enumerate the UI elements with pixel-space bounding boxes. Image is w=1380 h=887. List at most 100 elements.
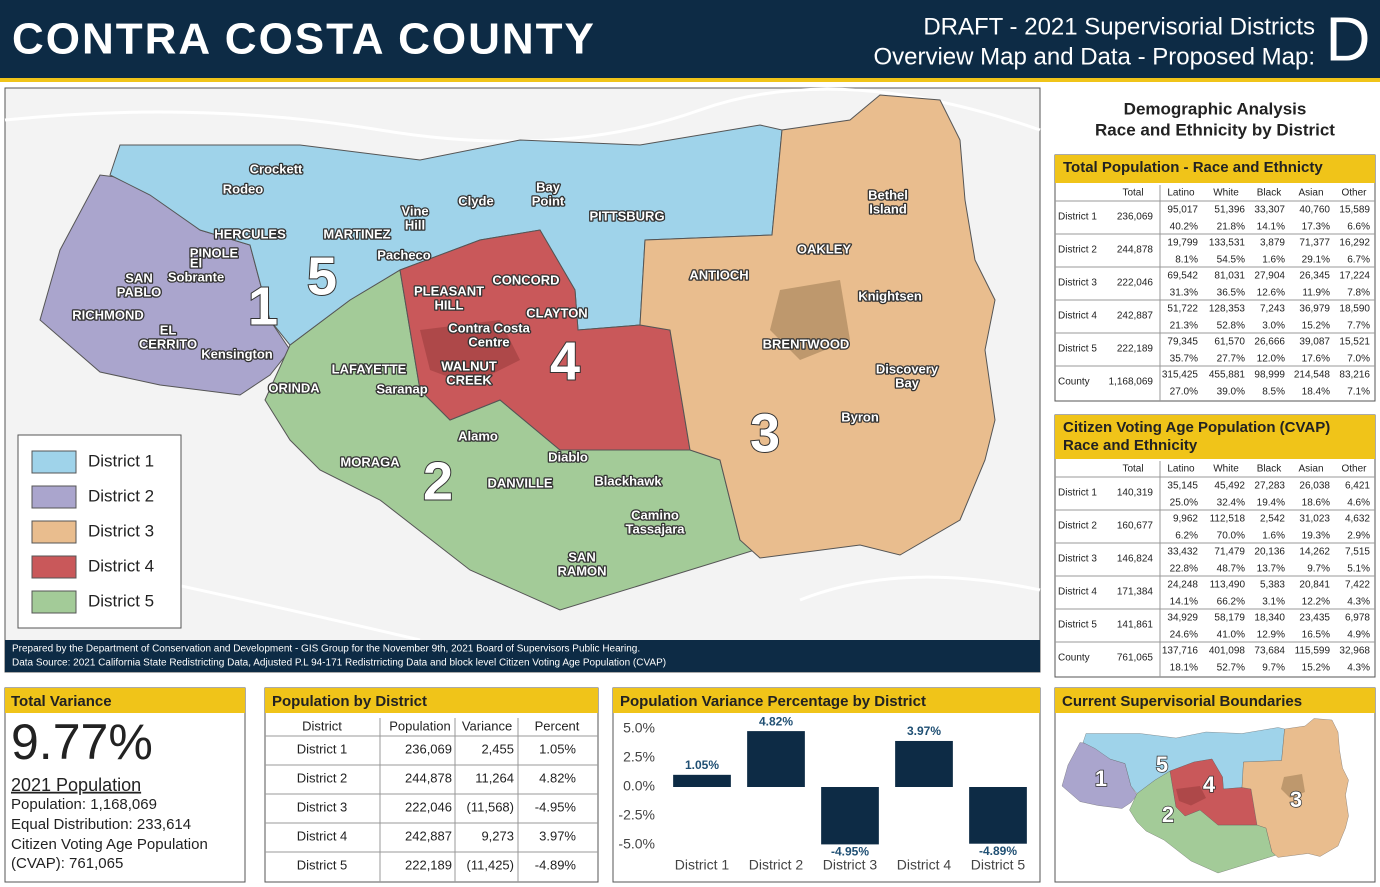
percent-cell: 21.3% bbox=[1170, 321, 1198, 332]
column-header: Other bbox=[1341, 188, 1367, 199]
count-cell: 95,017 bbox=[1167, 205, 1198, 216]
place-label: Point bbox=[532, 193, 565, 208]
legend-swatch bbox=[31, 450, 77, 474]
count-cell: 73,684 bbox=[1254, 646, 1285, 657]
count-cell: 18,340 bbox=[1254, 613, 1285, 624]
row-name: District 2 bbox=[1058, 521, 1097, 532]
count-cell: 98,999 bbox=[1254, 370, 1285, 381]
count-cell: 137,716 bbox=[1162, 646, 1199, 657]
count-cell: 26,038 bbox=[1299, 481, 1330, 492]
count-cell: 34,929 bbox=[1167, 613, 1198, 624]
table-cell: 3.97% bbox=[539, 828, 576, 843]
bar bbox=[747, 731, 805, 787]
count-cell: 26,345 bbox=[1299, 271, 1330, 282]
demo-title: Demographic Analysis bbox=[1124, 99, 1307, 118]
percent-cell: 15.2% bbox=[1302, 321, 1330, 332]
place-label: Contra Costa bbox=[448, 320, 530, 335]
row-total: 1,168,069 bbox=[1109, 377, 1154, 388]
percent-cell: 6.2% bbox=[1175, 531, 1198, 542]
value-label: 3.97% bbox=[907, 724, 941, 738]
percent-cell: 52.7% bbox=[1217, 663, 1245, 674]
population-line: Citizen Voting Age Population bbox=[11, 836, 208, 853]
column-header: Asian bbox=[1298, 464, 1323, 475]
percent-cell: 14.1% bbox=[1257, 222, 1285, 233]
panel-title-bar bbox=[613, 688, 1040, 713]
place-label: Alamo bbox=[458, 428, 498, 443]
percent-cell: 8.5% bbox=[1262, 387, 1285, 398]
percent-cell: 27.0% bbox=[1170, 387, 1198, 398]
place-label: Tassajara bbox=[625, 521, 685, 536]
table-cell: 4.82% bbox=[539, 770, 576, 785]
table-cell: 222,046 bbox=[405, 799, 452, 814]
percent-cell: 1.6% bbox=[1262, 255, 1285, 266]
percent-cell: 12.9% bbox=[1257, 630, 1285, 641]
place-label: PABLO bbox=[117, 284, 162, 299]
percent-cell: 54.5% bbox=[1217, 255, 1245, 266]
count-cell: 27,283 bbox=[1254, 481, 1285, 492]
count-cell: 33,307 bbox=[1254, 205, 1285, 216]
variance-panel bbox=[4, 687, 246, 883]
legend-label: District 2 bbox=[88, 486, 154, 505]
district-number: 2 bbox=[1162, 802, 1174, 827]
percent-cell: 41.0% bbox=[1217, 630, 1245, 641]
row-total: 761,065 bbox=[1117, 653, 1154, 664]
percent-cell: 4.9% bbox=[1347, 630, 1370, 641]
place-label: CREEK bbox=[446, 372, 492, 387]
row-total: 146,824 bbox=[1117, 554, 1154, 565]
count-cell: 20,841 bbox=[1299, 580, 1330, 591]
place-label: SAN bbox=[568, 549, 595, 564]
count-cell: 71,377 bbox=[1299, 238, 1330, 249]
count-cell: 33,432 bbox=[1167, 547, 1198, 558]
count-cell: 20,136 bbox=[1254, 547, 1285, 558]
district-number: 5 bbox=[1156, 752, 1168, 777]
count-cell: 7,243 bbox=[1260, 304, 1285, 315]
count-cell: 69,542 bbox=[1167, 271, 1198, 282]
percent-cell: 4.3% bbox=[1347, 597, 1370, 608]
place-label: RICHMOND bbox=[72, 307, 144, 322]
legend-label: District 1 bbox=[88, 451, 154, 470]
table-cell: -4.95% bbox=[535, 799, 577, 814]
place-label: Bay bbox=[895, 375, 920, 390]
y-tick-label: 0.0% bbox=[623, 778, 655, 794]
percent-cell: 7.8% bbox=[1347, 288, 1370, 299]
place-label: Crockett bbox=[250, 161, 303, 176]
count-cell: 83,216 bbox=[1339, 370, 1370, 381]
count-cell: 79,345 bbox=[1167, 337, 1198, 348]
count-cell: 71,479 bbox=[1214, 547, 1245, 558]
place-labels: CrockettRodeoVineHillClydeBayPointPITTSB… bbox=[71, 160, 940, 580]
population-heading: 2021 Population bbox=[11, 775, 141, 795]
row-name: District 1 bbox=[1058, 488, 1097, 499]
count-cell: 61,570 bbox=[1214, 337, 1245, 348]
percent-cell: 27.7% bbox=[1217, 354, 1245, 365]
percent-cell: 36.5% bbox=[1217, 288, 1245, 299]
percent-cell: 48.7% bbox=[1217, 564, 1245, 575]
percent-cell: 6.7% bbox=[1347, 255, 1370, 266]
place-label: Sobrante bbox=[168, 269, 224, 284]
column-header: White bbox=[1213, 188, 1239, 199]
x-tick-label: District 2 bbox=[749, 857, 804, 873]
legend-label: District 4 bbox=[88, 556, 154, 575]
percent-cell: 13.7% bbox=[1257, 564, 1285, 575]
row-total: 141,861 bbox=[1117, 620, 1154, 631]
place-label: Camino bbox=[631, 507, 679, 522]
row-name: District 2 bbox=[1058, 245, 1097, 256]
count-cell: 113,490 bbox=[1210, 580, 1246, 591]
percent-cell: 18.1% bbox=[1170, 663, 1198, 674]
percent-cell: 8.1% bbox=[1175, 255, 1198, 266]
row-total: 222,189 bbox=[1117, 344, 1154, 355]
percent-cell: 15.2% bbox=[1302, 663, 1330, 674]
percent-cell: 12.2% bbox=[1302, 597, 1330, 608]
percent-cell: 21.8% bbox=[1217, 222, 1245, 233]
count-cell: 19,799 bbox=[1167, 238, 1198, 249]
count-cell: 3,879 bbox=[1260, 238, 1285, 249]
percent-cell: 3.0% bbox=[1262, 321, 1285, 332]
district-number: 1 bbox=[248, 276, 278, 336]
percent-cell: 4.3% bbox=[1347, 663, 1370, 674]
column-header: Black bbox=[1257, 464, 1282, 475]
place-label: Bethel bbox=[868, 187, 908, 202]
percent-cell: 70.0% bbox=[1217, 531, 1245, 542]
count-cell: 27,904 bbox=[1254, 271, 1285, 282]
place-label: Kensington bbox=[201, 346, 273, 361]
table-cell: (11,568) bbox=[467, 799, 514, 814]
row-name: District 3 bbox=[1058, 554, 1097, 565]
